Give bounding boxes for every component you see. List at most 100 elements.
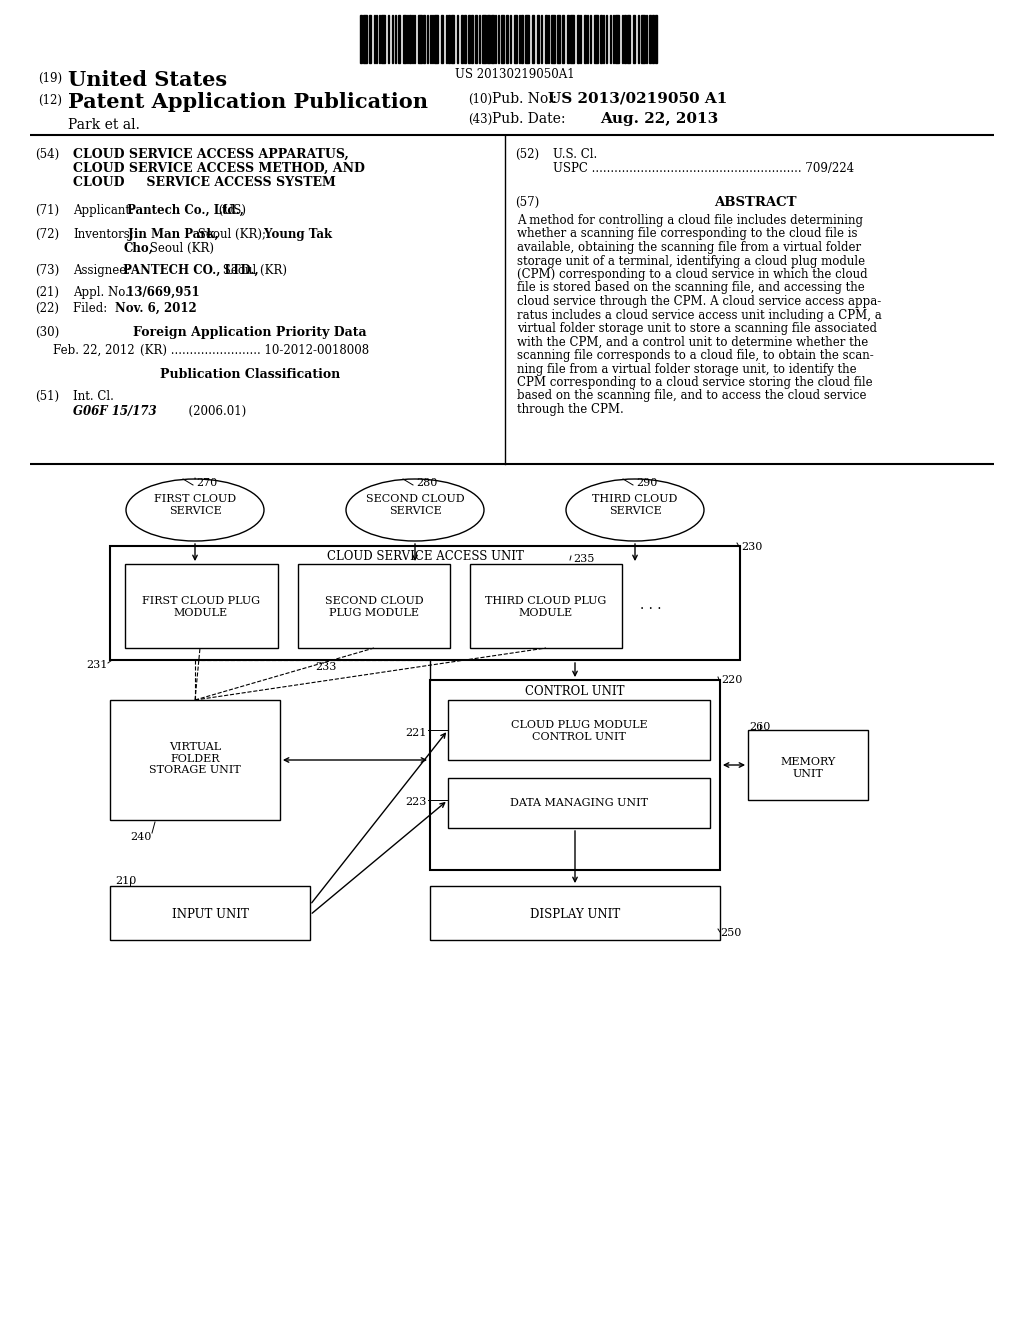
Text: A method for controlling a cloud file includes determining: A method for controlling a cloud file in… bbox=[517, 214, 863, 227]
Text: (52): (52) bbox=[515, 148, 539, 161]
Bar bbox=[521, 15, 523, 63]
Text: (51): (51) bbox=[35, 389, 59, 403]
Text: Pub. Date:: Pub. Date: bbox=[492, 112, 565, 125]
Text: file is stored based on the scanning file, and accessing the: file is stored based on the scanning fil… bbox=[517, 281, 864, 294]
Bar bbox=[487, 15, 490, 63]
Text: ning file from a virtual folder storage unit, to identify the: ning file from a virtual folder storage … bbox=[517, 363, 857, 375]
Text: Park et al.: Park et al. bbox=[68, 117, 140, 132]
Ellipse shape bbox=[566, 479, 705, 541]
Text: Assignee:: Assignee: bbox=[73, 264, 130, 277]
Text: (KR) ........................ 10-2012-0018008: (KR) ........................ 10-2012-00… bbox=[140, 345, 369, 356]
Text: (21): (21) bbox=[35, 286, 59, 300]
Bar bbox=[506, 15, 508, 63]
Bar bbox=[409, 15, 411, 63]
Bar bbox=[633, 15, 635, 63]
Bar bbox=[627, 15, 630, 63]
Bar bbox=[490, 15, 494, 63]
Bar bbox=[110, 546, 740, 660]
Bar bbox=[464, 15, 466, 63]
Text: DATA MANAGING UNIT: DATA MANAGING UNIT bbox=[510, 799, 648, 808]
Text: scanning file corresponds to a cloud file, to obtain the scan-: scanning file corresponds to a cloud fil… bbox=[517, 348, 873, 362]
Text: PANTECH CO., LTD.,: PANTECH CO., LTD., bbox=[119, 264, 259, 277]
Bar bbox=[649, 15, 651, 63]
Text: 260: 260 bbox=[749, 722, 770, 733]
Bar bbox=[298, 564, 450, 648]
Text: CLOUD     SERVICE ACCESS SYSTEM: CLOUD SERVICE ACCESS SYSTEM bbox=[73, 176, 336, 189]
Text: 235: 235 bbox=[573, 554, 594, 564]
Bar bbox=[570, 15, 574, 63]
Text: Feb. 22, 2012: Feb. 22, 2012 bbox=[53, 345, 134, 356]
Bar bbox=[110, 700, 280, 820]
Text: 220: 220 bbox=[721, 675, 742, 685]
Text: 270: 270 bbox=[196, 478, 217, 488]
Text: Patent Application Publication: Patent Application Publication bbox=[68, 92, 428, 112]
Text: (72): (72) bbox=[35, 228, 59, 242]
Bar bbox=[398, 15, 400, 63]
Text: 240: 240 bbox=[130, 832, 152, 842]
Text: cloud service through the CPM. A cloud service access appa-: cloud service through the CPM. A cloud s… bbox=[517, 294, 882, 308]
Text: 290: 290 bbox=[636, 478, 657, 488]
Bar bbox=[545, 15, 547, 63]
Text: (54): (54) bbox=[35, 148, 59, 161]
Text: U.S. Cl.: U.S. Cl. bbox=[553, 148, 597, 161]
Text: US 2013/0219050 A1: US 2013/0219050 A1 bbox=[548, 92, 727, 106]
Text: Pantech Co., Ltd.,: Pantech Co., Ltd., bbox=[123, 205, 244, 216]
Text: based on the scanning file, and to access the cloud service: based on the scanning file, and to acces… bbox=[517, 389, 866, 403]
Text: 233: 233 bbox=[315, 663, 336, 672]
Bar bbox=[551, 15, 555, 63]
Text: VIRTUAL
FOLDER
STORAGE UNIT: VIRTUAL FOLDER STORAGE UNIT bbox=[150, 742, 241, 775]
Text: through the CPM.: through the CPM. bbox=[517, 403, 624, 416]
Bar bbox=[470, 564, 622, 648]
Text: THIRD CLOUD
SERVICE: THIRD CLOUD SERVICE bbox=[592, 494, 678, 516]
Text: (30): (30) bbox=[35, 326, 59, 339]
Text: (US): (US) bbox=[215, 205, 246, 216]
Text: Applicant:: Applicant: bbox=[73, 205, 134, 216]
Text: US 20130219050A1: US 20130219050A1 bbox=[456, 69, 574, 81]
Text: THIRD CLOUD PLUG
MODULE: THIRD CLOUD PLUG MODULE bbox=[485, 597, 606, 618]
Text: Jin Man Park,: Jin Man Park, bbox=[124, 228, 219, 242]
Bar bbox=[468, 15, 470, 63]
Text: Inventors:: Inventors: bbox=[73, 228, 134, 242]
Bar bbox=[125, 564, 278, 648]
Bar bbox=[600, 15, 602, 63]
Text: (19): (19) bbox=[38, 73, 62, 84]
Text: Pub. No.:: Pub. No.: bbox=[492, 92, 565, 106]
Text: 13/669,951: 13/669,951 bbox=[122, 286, 200, 300]
Ellipse shape bbox=[126, 479, 264, 541]
Bar bbox=[514, 15, 517, 63]
Text: Filed:: Filed: bbox=[73, 302, 133, 315]
Bar bbox=[482, 15, 486, 63]
Text: ratus includes a cloud service access unit including a CPM, a: ratus includes a cloud service access un… bbox=[517, 309, 882, 322]
Text: Seoul (KR): Seoul (KR) bbox=[219, 264, 287, 277]
Bar bbox=[537, 15, 539, 63]
Bar bbox=[423, 15, 425, 63]
Text: Foreign Application Priority Data: Foreign Application Priority Data bbox=[133, 326, 367, 339]
Ellipse shape bbox=[346, 479, 484, 541]
Bar bbox=[577, 15, 579, 63]
Text: . . .: . . . bbox=[640, 598, 662, 612]
Text: (71): (71) bbox=[35, 205, 59, 216]
Text: CLOUD SERVICE ACCESS UNIT: CLOUD SERVICE ACCESS UNIT bbox=[327, 550, 523, 564]
Bar bbox=[655, 15, 657, 63]
Text: CLOUD PLUG MODULE
CONTROL UNIT: CLOUD PLUG MODULE CONTROL UNIT bbox=[511, 719, 647, 742]
Text: Publication Classification: Publication Classification bbox=[160, 368, 340, 381]
Text: (22): (22) bbox=[35, 302, 59, 315]
Text: 231: 231 bbox=[86, 660, 108, 671]
Bar bbox=[584, 15, 586, 63]
Text: Appl. No.:: Appl. No.: bbox=[73, 286, 133, 300]
Bar bbox=[369, 15, 371, 63]
Text: 221: 221 bbox=[406, 729, 426, 738]
Text: Aug. 22, 2013: Aug. 22, 2013 bbox=[600, 112, 718, 125]
Text: G06F 15/173: G06F 15/173 bbox=[73, 405, 157, 418]
Text: 210: 210 bbox=[115, 876, 136, 886]
Bar bbox=[449, 15, 450, 63]
Text: Int. Cl.: Int. Cl. bbox=[73, 389, 114, 403]
Text: (12): (12) bbox=[38, 94, 62, 107]
Text: 280: 280 bbox=[416, 478, 437, 488]
Bar bbox=[449, 700, 710, 760]
Text: (57): (57) bbox=[515, 195, 540, 209]
Text: SECOND CLOUD
SERVICE: SECOND CLOUD SERVICE bbox=[366, 494, 464, 516]
Text: storage unit of a terminal, identifying a cloud plug module: storage unit of a terminal, identifying … bbox=[517, 255, 865, 268]
Text: 230: 230 bbox=[741, 543, 763, 552]
Text: virtual folder storage unit to store a scanning file associated: virtual folder storage unit to store a s… bbox=[517, 322, 877, 335]
